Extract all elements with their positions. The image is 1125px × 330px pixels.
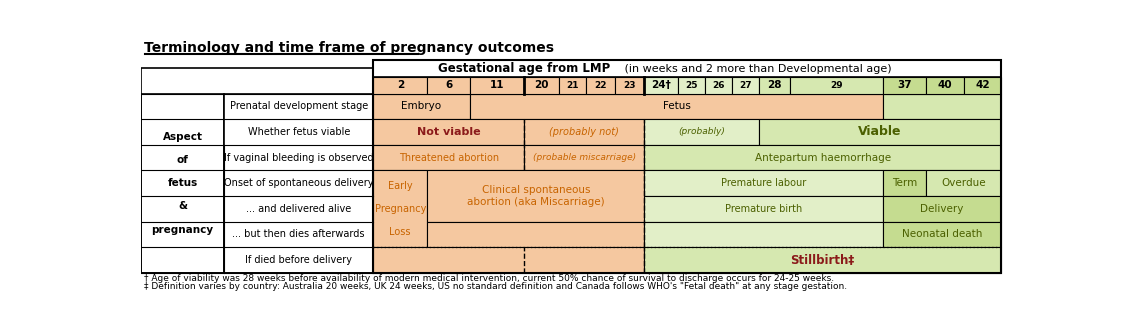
Text: 6: 6 xyxy=(446,81,452,90)
Bar xyxy=(524,119,645,145)
Text: 2: 2 xyxy=(397,81,404,90)
Bar xyxy=(883,222,1001,247)
Bar xyxy=(428,222,645,247)
Bar xyxy=(224,93,374,273)
Bar xyxy=(470,77,524,93)
Text: 42: 42 xyxy=(975,81,990,90)
Bar xyxy=(759,77,790,93)
Text: Terminology and time frame of pregnancy outcomes: Terminology and time frame of pregnancy … xyxy=(144,41,555,55)
Bar xyxy=(645,222,883,247)
Bar xyxy=(645,247,1001,273)
Text: Neonatal death: Neonatal death xyxy=(902,229,982,240)
Bar xyxy=(645,119,759,145)
Text: If died before delivery: If died before delivery xyxy=(245,255,352,265)
Bar xyxy=(374,77,428,93)
Bar xyxy=(374,145,524,170)
Bar xyxy=(645,145,1001,170)
Bar xyxy=(883,77,926,93)
Text: Embryo: Embryo xyxy=(402,101,442,111)
Text: Not viable: Not viable xyxy=(417,127,480,137)
Bar xyxy=(883,196,1001,222)
Text: If vaginal bleeding is observed: If vaginal bleeding is observed xyxy=(224,152,374,163)
Text: 22: 22 xyxy=(594,81,606,90)
Text: (probably): (probably) xyxy=(678,127,726,136)
Bar xyxy=(141,93,224,273)
Bar xyxy=(705,77,732,93)
Bar xyxy=(926,77,964,93)
Bar xyxy=(559,77,586,93)
Text: Term: Term xyxy=(892,178,917,188)
Text: Early

Pregnancy

Loss: Early Pregnancy Loss xyxy=(375,181,426,237)
Text: Fetus: Fetus xyxy=(663,101,691,111)
Text: ... and delivered alive: ... and delivered alive xyxy=(246,204,351,214)
Bar xyxy=(374,119,524,145)
Text: (probably not): (probably not) xyxy=(549,127,619,137)
Text: 40: 40 xyxy=(938,81,953,90)
Bar xyxy=(428,77,470,93)
Text: Viable: Viable xyxy=(858,125,902,139)
Bar xyxy=(645,170,883,196)
Bar xyxy=(677,77,705,93)
Text: 25: 25 xyxy=(685,81,698,90)
Bar xyxy=(470,93,883,119)
Text: Aspect

of

fetus

&

pregnancy: Aspect of fetus & pregnancy xyxy=(152,132,214,235)
Bar xyxy=(645,77,677,93)
Text: Antepartum haemorrhage: Antepartum haemorrhage xyxy=(755,152,891,163)
Text: (probable miscarriage): (probable miscarriage) xyxy=(533,153,636,162)
Bar xyxy=(524,77,559,93)
Bar xyxy=(524,145,645,170)
Text: 24†: 24† xyxy=(651,81,670,90)
Text: 20: 20 xyxy=(534,81,549,90)
Text: 37: 37 xyxy=(897,81,911,90)
Text: Overdue: Overdue xyxy=(940,178,986,188)
Bar xyxy=(926,170,1001,196)
Bar xyxy=(732,77,759,93)
Text: 29: 29 xyxy=(830,81,843,90)
Bar xyxy=(645,196,883,222)
Bar xyxy=(374,60,1001,77)
Bar xyxy=(964,77,1001,93)
Text: 28: 28 xyxy=(767,81,782,90)
Bar xyxy=(883,93,1001,119)
Text: Threatened abortion: Threatened abortion xyxy=(398,152,498,163)
Bar xyxy=(374,247,645,273)
Text: 11: 11 xyxy=(489,81,504,90)
Text: Whether fetus viable: Whether fetus viable xyxy=(248,127,350,137)
Bar xyxy=(586,77,615,93)
Text: ... but then dies afterwards: ... but then dies afterwards xyxy=(233,229,364,240)
Bar xyxy=(374,93,470,119)
Text: 23: 23 xyxy=(623,81,636,90)
Bar xyxy=(374,60,1001,273)
Text: Premature labour: Premature labour xyxy=(721,178,807,188)
Bar xyxy=(883,170,926,196)
Text: Clinical spontaneous
abortion (aka Miscarriage): Clinical spontaneous abortion (aka Misca… xyxy=(467,185,605,207)
Text: ‡ Definition varies by country: Australia 20 weeks, UK 24 weeks, US no standard : ‡ Definition varies by country: Australi… xyxy=(144,282,847,291)
Bar xyxy=(790,77,883,93)
Text: † Age of viability was 28 weeks before availability of modern medical interventi: † Age of viability was 28 weeks before a… xyxy=(144,274,835,283)
Bar xyxy=(759,119,1001,145)
Text: Delivery: Delivery xyxy=(920,204,964,214)
Text: (in weeks and 2 more than Developmental age): (in weeks and 2 more than Developmental … xyxy=(621,64,892,74)
Bar xyxy=(615,77,645,93)
Text: Premature birth: Premature birth xyxy=(726,204,802,214)
Text: Gestational age from LMP: Gestational age from LMP xyxy=(438,62,611,75)
Bar xyxy=(428,170,645,222)
Bar xyxy=(374,170,428,247)
Text: 27: 27 xyxy=(739,81,752,90)
Text: Onset of spontaneous delivery: Onset of spontaneous delivery xyxy=(224,178,374,188)
Text: 26: 26 xyxy=(712,81,724,90)
Bar xyxy=(141,68,374,273)
Text: Prenatal development stage: Prenatal development stage xyxy=(229,101,368,111)
Text: 21: 21 xyxy=(567,81,579,90)
Text: Stillbirth‡: Stillbirth‡ xyxy=(791,253,855,267)
